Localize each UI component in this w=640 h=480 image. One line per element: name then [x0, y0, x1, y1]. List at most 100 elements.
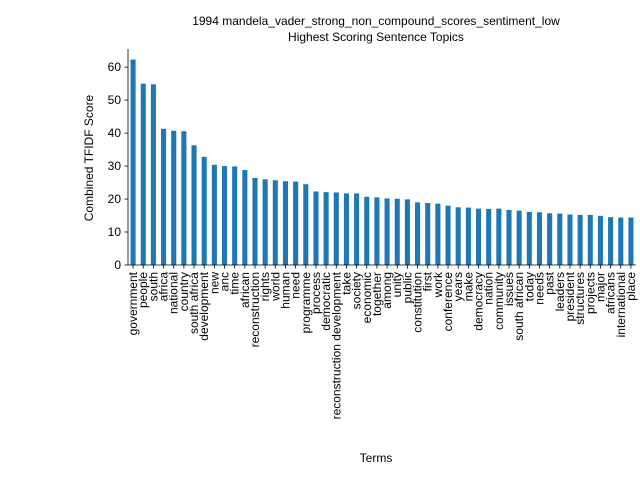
- bar: [465, 207, 471, 265]
- x-tick-label: anc: [218, 272, 232, 291]
- bar: [384, 198, 390, 265]
- bar: [191, 145, 197, 265]
- x-tick-label: society: [350, 272, 364, 309]
- y-tick-label: 20: [108, 192, 122, 206]
- bar: [506, 209, 512, 265]
- bar: [252, 177, 258, 265]
- bar: [577, 214, 583, 265]
- x-tick-label: economic: [360, 272, 374, 323]
- x-tick-label: africa: [157, 272, 171, 302]
- bar: [323, 192, 329, 265]
- bar: [618, 217, 624, 265]
- x-tick-label: time: [228, 272, 242, 295]
- bar: [181, 131, 187, 265]
- bar: [130, 59, 136, 265]
- x-tick-label: programme: [299, 272, 313, 334]
- chart-title: 1994 mandela_vader_strong_non_compound_s…: [192, 14, 560, 28]
- x-tick-label: together: [370, 272, 384, 316]
- bar: [526, 211, 532, 265]
- x-tick-label: past: [543, 271, 557, 294]
- bar: [262, 179, 268, 265]
- bar: [455, 207, 461, 265]
- bar: [343, 193, 349, 265]
- x-tick-label: need: [289, 272, 303, 299]
- bar: [272, 180, 278, 265]
- x-tick-label: leaders: [553, 272, 567, 311]
- y-tick-label: 10: [108, 225, 122, 239]
- x-tick-label: unity: [390, 272, 404, 297]
- bar: [333, 192, 339, 265]
- chart-subtitle: Highest Scoring Sentence Topics: [288, 30, 464, 44]
- bar: [221, 166, 228, 265]
- x-tick-label: world: [268, 272, 282, 302]
- bar: [587, 214, 593, 265]
- x-tick-label: among: [380, 272, 394, 309]
- x-tick-label: south african: [512, 272, 526, 341]
- x-tick-label: conference: [441, 272, 455, 332]
- bar: [557, 213, 563, 265]
- x-tick-label: needs: [532, 272, 546, 305]
- x-axis: governmentpeoplesouthafricanationalcount…: [126, 264, 638, 419]
- x-tick-label: first: [421, 271, 435, 291]
- x-tick-label: new: [207, 272, 221, 294]
- bar: [567, 214, 573, 265]
- x-axis-label: Terms: [360, 451, 393, 465]
- x-tick-label: structures: [573, 272, 587, 325]
- bar: [415, 202, 421, 265]
- x-tick-label: process: [309, 272, 323, 314]
- bar: [435, 203, 441, 265]
- y-tick-label: 0: [114, 258, 121, 272]
- bar: [486, 208, 492, 265]
- bar: [171, 130, 177, 265]
- bar: [293, 181, 299, 265]
- x-tick-label: make: [461, 272, 475, 302]
- x-tick-label: africans: [604, 272, 618, 314]
- bar: [161, 128, 167, 265]
- x-tick-label: constitution: [411, 272, 425, 333]
- y-tick-label: 50: [108, 93, 122, 107]
- y-tick-label: 30: [108, 159, 122, 173]
- bar: [303, 184, 309, 265]
- x-tick-label: reconstruction development: [329, 271, 343, 419]
- bar: [232, 166, 238, 265]
- x-tick-label: human: [278, 272, 292, 309]
- bar: [516, 210, 522, 265]
- bar: [354, 193, 360, 265]
- x-tick-label: rights: [258, 272, 272, 301]
- bar: [211, 164, 217, 265]
- x-tick-label: public: [400, 272, 414, 303]
- y-axis: 0 10 20 30 40 50 60: [108, 49, 129, 272]
- x-tick-label: reconstruction: [248, 272, 262, 347]
- x-tick-label: community: [492, 272, 506, 330]
- bars-group: [130, 59, 634, 266]
- bar: [201, 156, 207, 265]
- x-tick-label: nation: [482, 272, 496, 305]
- x-tick-label: country: [177, 272, 191, 311]
- x-tick-label: south africa: [187, 272, 201, 334]
- x-tick-label: president: [563, 271, 577, 321]
- bar: [425, 203, 431, 265]
- bar: [364, 196, 370, 265]
- bar: [496, 208, 502, 265]
- bar: [547, 213, 553, 265]
- y-axis-label: Combined TFIDF Score: [82, 94, 96, 221]
- x-tick-label: projects: [583, 272, 597, 314]
- bar: [445, 205, 451, 265]
- bar: [628, 217, 634, 265]
- x-tick-label: south: [146, 272, 160, 301]
- bar: [536, 212, 543, 265]
- x-tick-label: people: [136, 272, 150, 308]
- bar: [475, 208, 482, 265]
- x-tick-label: national: [167, 272, 181, 314]
- bar: [282, 181, 289, 265]
- bar: [242, 170, 248, 265]
- x-tick-label: issues: [502, 272, 516, 306]
- y-tick-label: 60: [108, 60, 122, 74]
- x-tick-label: work: [431, 271, 445, 298]
- y-tick-label: 40: [108, 126, 122, 140]
- bar: [404, 199, 410, 265]
- x-tick-label: african: [238, 272, 252, 308]
- x-tick-label: democracy: [472, 272, 486, 331]
- x-tick-label: years: [451, 272, 465, 301]
